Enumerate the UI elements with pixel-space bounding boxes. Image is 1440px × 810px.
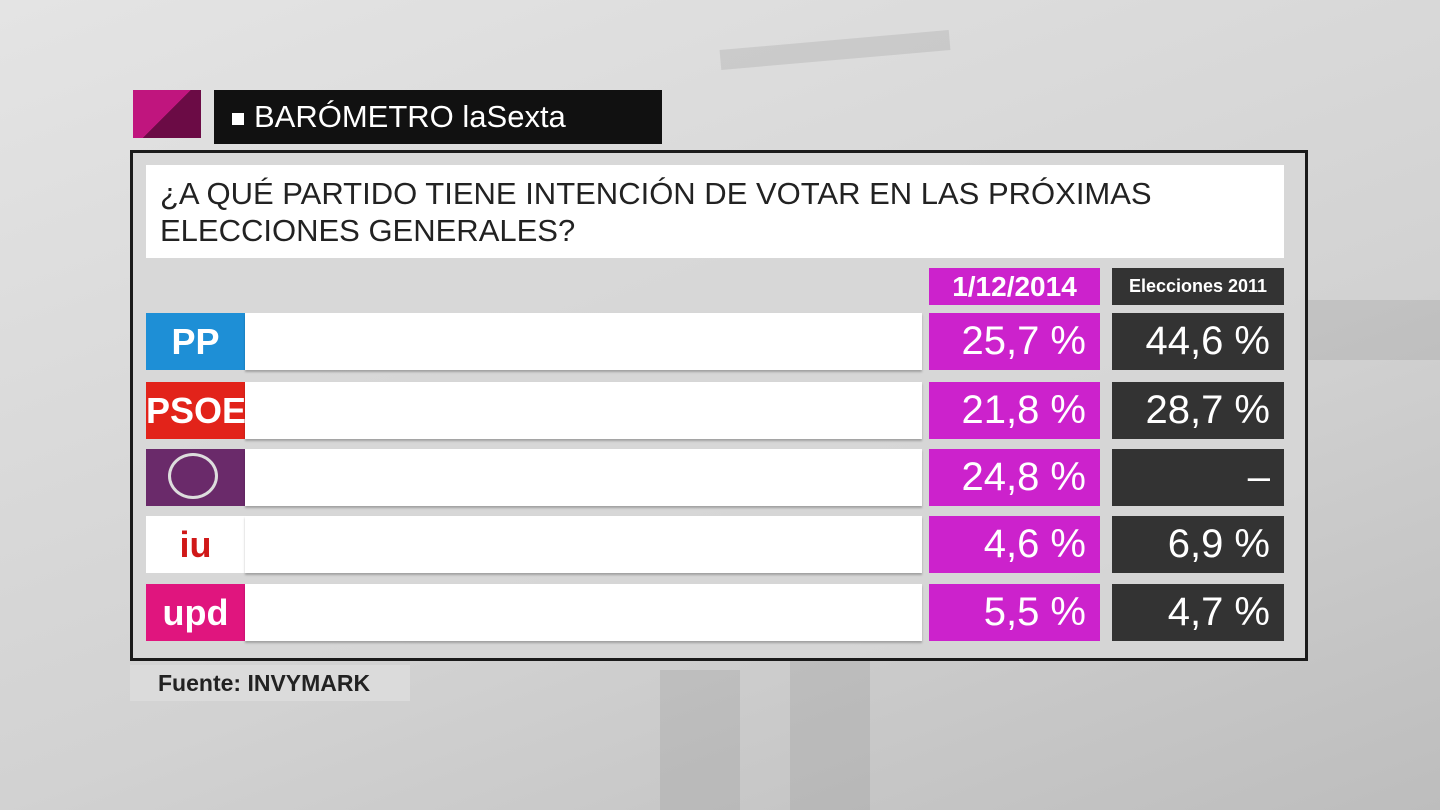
background-shape xyxy=(790,660,870,810)
result-2011: 6,9 % xyxy=(1112,516,1284,573)
poll-value: 4,6 % xyxy=(929,516,1100,573)
header-title: BARÓMETRO laSexta xyxy=(214,90,662,144)
background-shape xyxy=(660,670,740,810)
poll-value: 21,8 % xyxy=(929,382,1100,439)
column-header: Elecciones 2011 xyxy=(1112,268,1284,305)
poll-value: 24,8 % xyxy=(929,449,1100,506)
source: Fuente: INVYMARK xyxy=(130,665,410,701)
poll-value: 5,5 % xyxy=(929,584,1100,641)
background-shape xyxy=(1300,300,1440,360)
background-shape xyxy=(719,30,951,70)
party-logo: PP xyxy=(146,313,245,370)
party-logo xyxy=(146,449,245,506)
party-logo: PSOE xyxy=(146,382,246,439)
row-bar xyxy=(245,516,922,573)
logo-ring xyxy=(168,453,218,499)
result-2011: 44,6 % xyxy=(1112,313,1284,370)
column-header: 1/12/2014 xyxy=(929,268,1100,305)
result-2011: 4,7 % xyxy=(1112,584,1284,641)
poll-value: 25,7 % xyxy=(929,313,1100,370)
question: ¿A QUÉ PARTIDO TIENE INTENCIÓN DE VOTAR … xyxy=(146,165,1284,258)
channel-logo xyxy=(133,90,201,138)
result-2011: 28,7 % xyxy=(1112,382,1284,439)
row-bar xyxy=(245,313,922,370)
row-bar xyxy=(245,584,922,641)
result-2011: – xyxy=(1112,449,1284,506)
party-logo: iu xyxy=(146,516,245,573)
party-logo: upd xyxy=(146,584,245,641)
row-bar xyxy=(245,382,922,439)
row-bar xyxy=(245,449,922,506)
